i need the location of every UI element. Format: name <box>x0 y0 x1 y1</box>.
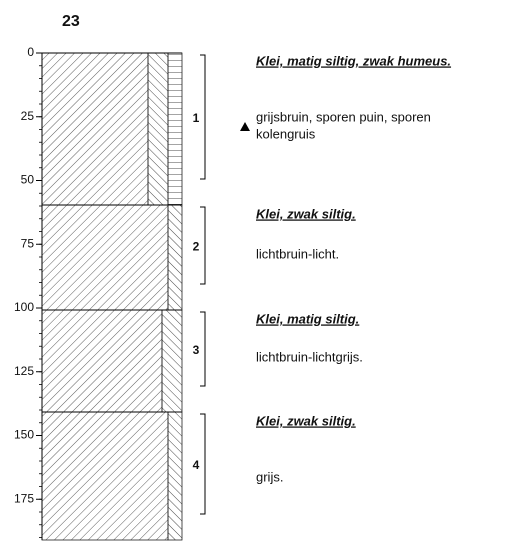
side-hatch <box>147 52 169 206</box>
layer-number: 4 <box>193 458 200 472</box>
layer-number: 1 <box>193 111 200 125</box>
tick-label: 75 <box>21 236 35 250</box>
tick-label: 175 <box>14 491 34 505</box>
bracket <box>200 311 206 387</box>
side-hatch <box>161 309 183 413</box>
layer-number: 3 <box>193 343 200 357</box>
bracket <box>200 206 206 285</box>
side-hatch <box>167 204 183 311</box>
main-hatch <box>41 411 169 541</box>
main-hatch <box>41 309 163 413</box>
layer-description: kolengruis <box>256 126 316 141</box>
sample-marker <box>240 122 250 131</box>
title: 23 <box>62 13 80 30</box>
bracket <box>200 54 206 180</box>
lines-hatch <box>167 52 183 206</box>
layer-heading: Klei, zwak siltig. <box>256 413 356 428</box>
tick-label: 0 <box>27 45 34 59</box>
bracket <box>200 413 206 515</box>
layer-number: 2 <box>193 240 200 254</box>
layer-description: lichtbruin-licht. <box>256 246 339 261</box>
tick-label: 100 <box>14 300 34 314</box>
layer-description: lichtbruin-lichtgrijs. <box>256 349 363 364</box>
main-hatch <box>41 52 149 206</box>
main-hatch <box>41 204 169 311</box>
tick-label: 50 <box>21 173 35 187</box>
layer-heading: Klei, matig siltig, zwak humeus. <box>256 53 451 68</box>
log-column: 1 Klei, matig siltig, zwak humeus. grijsbr… <box>14 45 451 541</box>
tick-label: 25 <box>21 109 35 123</box>
layer-description: grijs. <box>256 469 283 484</box>
tick-label: 150 <box>14 428 34 442</box>
tick-label: 125 <box>14 364 34 378</box>
layer-heading: Klei, zwak siltig. <box>256 206 356 221</box>
side-hatch <box>167 411 183 541</box>
layer-heading: Klei, matig siltig. <box>256 311 359 326</box>
layer-description: grijsbruin, sporen puin, sporen <box>256 109 431 124</box>
